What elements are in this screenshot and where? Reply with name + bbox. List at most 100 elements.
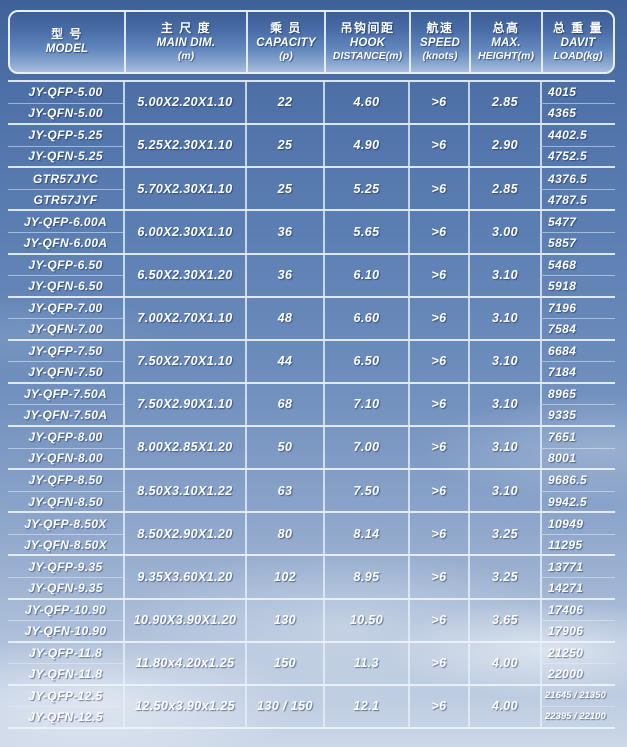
capacity-cell: 102 bbox=[245, 556, 323, 598]
davit-load-cell: 7651 bbox=[540, 427, 615, 448]
davit-load-cell: 5918 bbox=[540, 275, 615, 296]
max-height-cell: 3.10 bbox=[468, 470, 540, 512]
davit-load-cell: 9335 bbox=[540, 404, 615, 426]
davit-load-cell: 4015 bbox=[540, 82, 615, 103]
main-dim-cell: 5.00X2.20X1.10 bbox=[123, 82, 245, 124]
table-row-group: JY-QFP-6.50 JY-QFN-6.50 6.50X2.30X1.20 36 6.… bbox=[8, 252, 615, 296]
table-header: 型 号 MODEL 主 尺 度 MAIN DIM. (m) 乘 员 CAPACI… bbox=[8, 10, 615, 74]
model-cell: JY-QFN-12.5 bbox=[8, 706, 123, 727]
model-cell: JY-QFP-6.50 bbox=[28, 257, 103, 272]
davit-load-cell: 17406 bbox=[540, 599, 615, 621]
table-row-group: JY-QFP-8.00 JY-QFN-8.00 8.00X2.85X1.20 50 7.… bbox=[8, 425, 615, 469]
speed-cell: >6 bbox=[408, 427, 468, 469]
speed-cell: >6 bbox=[408, 340, 468, 382]
model-cell: JY-QFP-8.50 bbox=[28, 473, 103, 488]
header-max-height: 总高 MAX. HEIGHT(m) bbox=[469, 12, 541, 72]
max-height-cell: 4.00 bbox=[468, 642, 540, 684]
header-speed-en: SPEED bbox=[420, 36, 460, 49]
speed-cell: >6 bbox=[408, 383, 468, 426]
model-cell: JY-QFP-7.50A bbox=[23, 387, 108, 402]
main-dim-cell: 7.50X2.90X1.10 bbox=[123, 383, 245, 426]
header-model-zh: 型 号 bbox=[51, 27, 83, 42]
hook-distance-cell: 8.14 bbox=[323, 513, 408, 555]
speed-cell: >6 bbox=[408, 168, 468, 210]
header-model: 型 号 MODEL bbox=[10, 12, 124, 72]
max-height-cell: 3.10 bbox=[468, 383, 540, 426]
main-dim-cell: 9.35X3.60X1.20 bbox=[123, 556, 245, 598]
davit-load-cell: 6684 bbox=[540, 340, 615, 362]
table-row-group: JY-QFP-7.00 JY-QFN-7.00 7.00X2.70X1.10 48 6.… bbox=[8, 295, 615, 339]
max-height-cell: 3.25 bbox=[468, 513, 540, 555]
main-dim-cell: 5.70X2.30X1.10 bbox=[123, 168, 245, 210]
model-cell: JY-QFP-7.50 bbox=[28, 344, 103, 359]
main-dim-cell: 12.50x3.90x1.25 bbox=[123, 685, 245, 727]
davit-load-cell: 13771 bbox=[540, 556, 615, 578]
capacity-cell: 44 bbox=[245, 340, 323, 382]
hook-distance-cell: 6.60 bbox=[323, 297, 408, 339]
hook-distance-cell: 5.65 bbox=[323, 211, 408, 253]
hook-distance-cell: 11.3 bbox=[323, 642, 408, 684]
header-davit-load: 总 重 量 DAVIT LOAD(kg) bbox=[541, 12, 613, 72]
davit-load-cell: 4752.5 bbox=[540, 145, 615, 167]
model-cell: JY-QFP-5.25 bbox=[28, 128, 103, 143]
capacity-cell: 22 bbox=[245, 82, 323, 124]
header-max-height-en: MAX. bbox=[491, 36, 521, 49]
davit-load-cell: 5468 bbox=[540, 254, 615, 276]
model-cell: JY-QFP-8.00 bbox=[28, 430, 103, 445]
davit-load-cell: 14271 bbox=[540, 577, 615, 598]
header-main-dim: 主 尺 度 MAIN DIM. (m) bbox=[124, 12, 246, 72]
model-cell: JY-QFN-6.50 bbox=[8, 275, 123, 296]
model-cell: JY-QFN-7.50A bbox=[8, 404, 123, 425]
speed-cell: >6 bbox=[408, 211, 468, 253]
speed-cell: >6 bbox=[408, 297, 468, 339]
table-row-group: JY-QFP-6.00A JY-QFN-6.00A 6.00X2.30X1.10 36… bbox=[8, 209, 615, 253]
max-height-cell: 3.25 bbox=[468, 556, 540, 598]
davit-load-cell: 22000 bbox=[540, 663, 615, 684]
model-cell: JY-QFP-10.90 bbox=[24, 602, 107, 617]
capacity-cell: 130 / 150 bbox=[245, 685, 323, 727]
model-cell: JY-QFP-8.50X bbox=[24, 516, 107, 531]
model-cell: JY-QFP-9.35 bbox=[28, 559, 103, 574]
main-dim-cell: 8.00X2.85X1.20 bbox=[123, 427, 245, 469]
table-row-group: JY-QFP-7.50 JY-QFN-7.50 7.50X2.70X1.10 44 6.… bbox=[8, 338, 615, 382]
davit-load-cell: 4402.5 bbox=[540, 125, 615, 146]
hook-distance-cell: 10.50 bbox=[323, 599, 408, 641]
max-height-cell: 3.00 bbox=[468, 211, 540, 253]
header-speed-zh: 航速 bbox=[426, 20, 454, 35]
main-dim-cell: 8.50X3.10X1.22 bbox=[123, 470, 245, 512]
max-height-cell: 3.10 bbox=[468, 254, 540, 296]
main-dim-cell: 6.50X2.30X1.20 bbox=[123, 254, 245, 296]
header-hook-distance-unit: DISTANCE(m) bbox=[332, 50, 403, 63]
davit-load-cell: 8965 bbox=[540, 383, 615, 405]
hook-distance-cell: 6.10 bbox=[323, 254, 408, 296]
header-model-en: MODEL bbox=[45, 43, 89, 56]
header-capacity-unit: (p) bbox=[279, 50, 293, 63]
capacity-cell: 25 bbox=[245, 168, 323, 210]
davit-load-cell: 4376.5 bbox=[540, 168, 615, 189]
model-cell: JY-QFN-9.35 bbox=[8, 577, 123, 598]
speed-cell: >6 bbox=[408, 513, 468, 555]
hook-distance-cell: 6.50 bbox=[323, 340, 408, 382]
model-cell: JY-QFP-7.00 bbox=[28, 300, 103, 315]
hook-distance-cell: 4.60 bbox=[323, 82, 408, 124]
model-cell: JY-QFN-8.00 bbox=[8, 447, 123, 469]
hook-distance-cell: 4.90 bbox=[323, 125, 408, 167]
table-row-group: JY-QFP-8.50 JY-QFN-8.50 8.50X3.10X1.22 63 7.… bbox=[8, 468, 615, 512]
model-cell: JY-QFP-12.5 bbox=[28, 689, 103, 704]
main-dim-cell: 8.50X2.90X1.20 bbox=[123, 513, 245, 555]
davit-load-cell: 4787.5 bbox=[540, 188, 615, 210]
main-dim-cell: 7.50X2.70X1.10 bbox=[123, 340, 245, 382]
model-cell: JY-QFP-5.00 bbox=[28, 85, 103, 100]
header-main-dim-zh: 主 尺 度 bbox=[160, 20, 212, 35]
main-dim-cell: 6.00X2.30X1.10 bbox=[123, 211, 245, 253]
capacity-cell: 80 bbox=[245, 513, 323, 555]
speed-cell: >6 bbox=[408, 685, 468, 727]
capacity-cell: 25 bbox=[245, 125, 323, 167]
davit-load-cell: 21645 / 21350 bbox=[540, 685, 615, 707]
capacity-cell: 36 bbox=[245, 254, 323, 296]
speed-cell: >6 bbox=[408, 82, 468, 124]
main-dim-cell: 11.80x4.20x1.25 bbox=[123, 642, 245, 684]
max-height-cell: 4.00 bbox=[468, 685, 540, 727]
table-row-group: JY-QFP-8.50X JY-QFN-8.50X 8.50X2.90X1.20 80… bbox=[8, 511, 615, 555]
